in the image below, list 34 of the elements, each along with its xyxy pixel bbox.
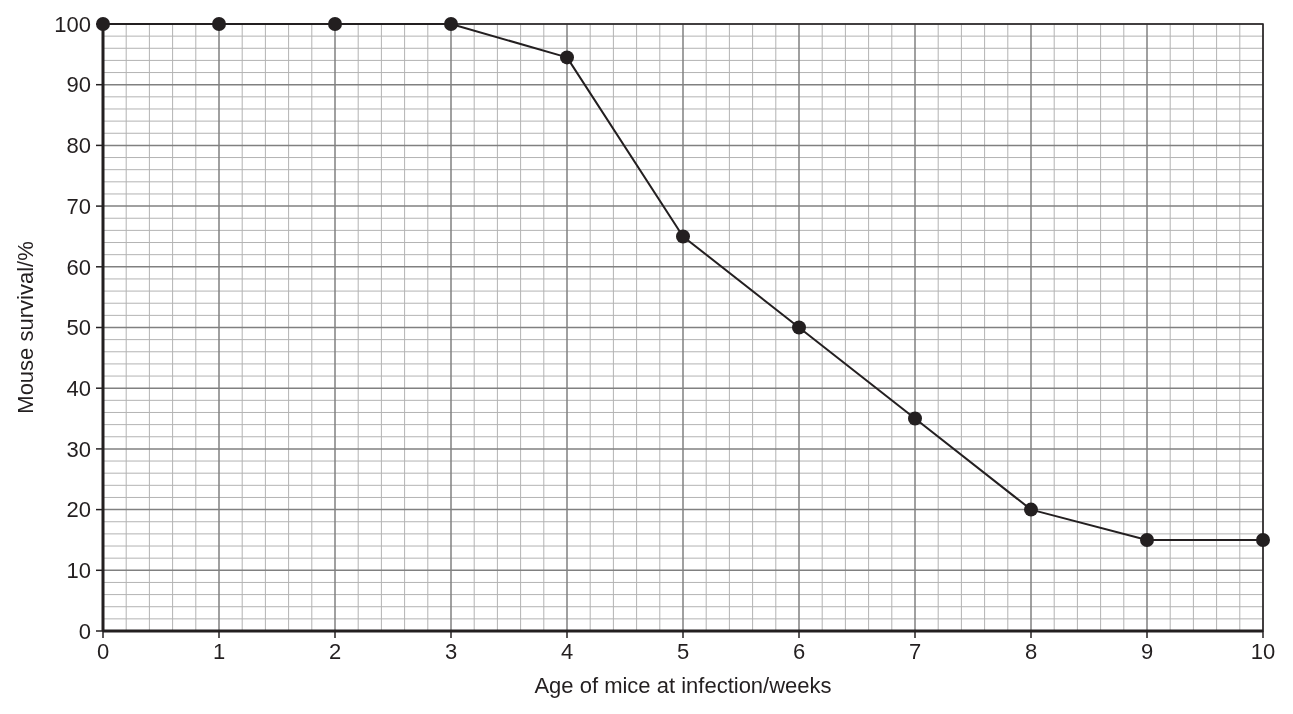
x-axis-title: Age of mice at infection/weeks	[534, 673, 832, 698]
point	[328, 17, 342, 31]
point	[212, 17, 226, 31]
y-tick-label: 60	[66, 254, 91, 280]
x-tick-label: 8	[1024, 639, 1038, 664]
y-tick-label: 30	[66, 436, 91, 462]
y-tick-label: 70	[66, 193, 91, 219]
x-tick-label: 2	[328, 639, 342, 664]
y-tick-label: 0	[78, 618, 91, 644]
x-tick-label: 3	[444, 639, 458, 664]
x-tick-label: 6	[792, 639, 806, 664]
y-tick-label: 10	[66, 558, 91, 583]
point	[444, 17, 458, 31]
y-tick-label: 20	[66, 497, 91, 523]
y-tick-label: 40	[66, 375, 91, 401]
x-tick-label: 4	[560, 639, 574, 664]
point	[792, 320, 806, 335]
x-tick-label: 9	[1140, 639, 1154, 664]
point	[1140, 532, 1154, 547]
x-tick-label: 10	[1250, 639, 1276, 664]
y-tick-label: 50	[66, 315, 91, 341]
y-tick-label: 90	[66, 72, 91, 98]
x-tick-label: 0	[96, 639, 110, 664]
y-tick-label: 80	[66, 133, 91, 159]
y-axis-title: Mouse survival/%	[13, 241, 38, 414]
x-tick-label: 7	[908, 639, 922, 664]
x-tick-label: 5	[676, 639, 690, 664]
point	[1256, 532, 1270, 547]
y-tick-label: 100	[54, 11, 91, 37]
point	[676, 229, 690, 244]
point	[908, 411, 922, 426]
point	[1024, 502, 1038, 517]
x-tick-label: 1	[212, 639, 226, 664]
point	[560, 50, 574, 65]
